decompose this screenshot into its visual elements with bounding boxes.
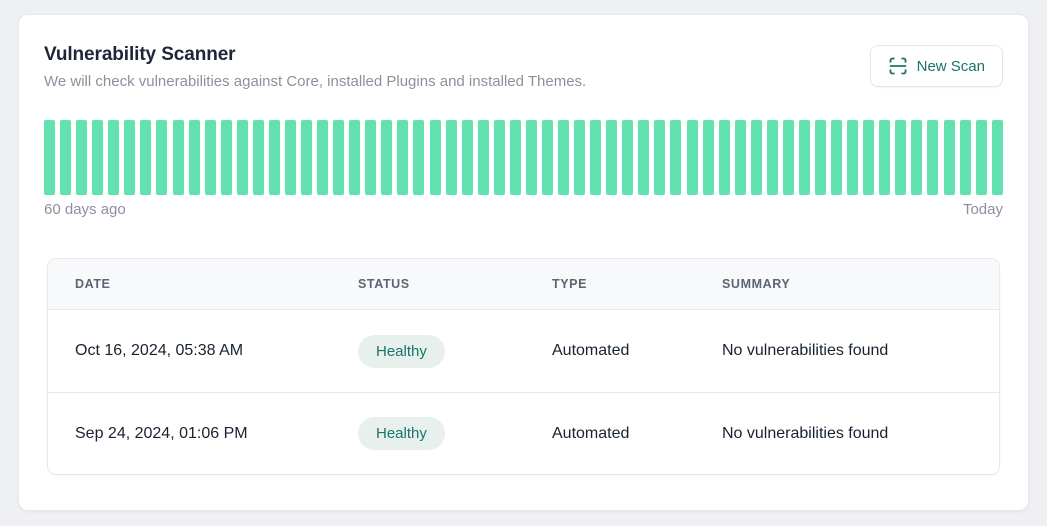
- timeline-bar: [124, 120, 136, 195]
- scan-date: Oct 16, 2024, 05:38 AM: [75, 342, 244, 359]
- timeline-bar: [509, 120, 521, 195]
- timeline-bar: [397, 120, 409, 195]
- timeline-bar: [670, 120, 682, 195]
- timeline-bar: [959, 120, 971, 195]
- timeline-labels: 60 days ago Today: [44, 201, 1003, 218]
- timeline-bar: [911, 120, 923, 195]
- timeline-bar: [541, 120, 553, 195]
- timeline-bar: [172, 120, 184, 195]
- column-header-summary: SUMMARY: [722, 277, 791, 291]
- scan-timeline-bars: [44, 120, 1003, 195]
- timeline-bar: [268, 120, 280, 195]
- card-header: Vulnerability Scanner We will check vuln…: [44, 44, 1003, 90]
- timeline-bar: [92, 120, 104, 195]
- scan-summary: No vulnerabilities found: [722, 342, 889, 359]
- header-text-block: Vulnerability Scanner We will check vuln…: [44, 44, 586, 90]
- timeline-bar: [333, 120, 345, 195]
- timeline-bar: [301, 120, 312, 195]
- timeline-bar: [44, 120, 55, 195]
- vulnerability-scanner-card: Vulnerability Scanner We will check vuln…: [18, 14, 1029, 511]
- timeline-bar: [461, 120, 473, 195]
- timeline-bar: [365, 120, 377, 195]
- new-scan-button[interactable]: New Scan: [869, 45, 1003, 87]
- timeline-bar: [686, 120, 698, 195]
- timeline-bar: [76, 120, 88, 195]
- timeline-bar: [493, 120, 505, 195]
- timeline-bar: [638, 120, 650, 195]
- page-title: Vulnerability Scanner: [44, 44, 236, 65]
- timeline-bar: [558, 120, 569, 195]
- timeline-bar: [236, 120, 248, 195]
- timeline-bar: [879, 120, 891, 195]
- timeline-bar: [863, 120, 875, 195]
- new-scan-button-label: New Scan: [916, 57, 985, 75]
- column-header-status: STATUS: [358, 277, 410, 291]
- timeline-bar: [766, 120, 778, 195]
- timeline-bar: [895, 120, 907, 195]
- timeline-bar: [252, 120, 264, 195]
- timeline-bar: [847, 120, 859, 195]
- timeline-bar: [525, 120, 537, 195]
- timeline-bar: [220, 120, 232, 195]
- timeline-end-label: Today: [962, 201, 1003, 218]
- status-cell: Healthy: [358, 417, 445, 450]
- timeline-bar: [815, 120, 826, 195]
- table-row: Sep 24, 2024, 01:06 PM Healthy Automated…: [48, 392, 999, 474]
- timeline-bar: [798, 120, 810, 195]
- timeline-bar: [574, 120, 586, 195]
- timeline-bar: [622, 120, 634, 195]
- status-cell: Healthy: [358, 334, 445, 368]
- timeline-bar: [445, 120, 457, 195]
- timeline-bar: [975, 120, 987, 195]
- timeline-bar: [718, 120, 730, 195]
- timeline-bar: [413, 120, 425, 195]
- timeline-bar: [750, 120, 762, 195]
- timeline-bar: [702, 120, 714, 195]
- column-header-type: TYPE: [552, 277, 588, 291]
- timeline-bar: [606, 120, 618, 195]
- column-header-date: DATE: [75, 277, 111, 291]
- scan-type: Automated: [552, 424, 630, 442]
- timeline-bar: [654, 120, 666, 195]
- timeline-bar: [156, 120, 168, 195]
- timeline-bar: [317, 120, 329, 195]
- status-badge: Healthy: [358, 417, 445, 450]
- scan-date: Sep 24, 2024, 01:06 PM: [75, 424, 248, 442]
- status-badge: Healthy: [358, 334, 445, 368]
- timeline-bar: [188, 120, 200, 195]
- timeline-bar: [204, 120, 216, 195]
- scan-icon: [888, 56, 908, 76]
- timeline-bar: [60, 120, 72, 195]
- timeline-bar: [477, 120, 489, 195]
- timeline-start-label: 60 days ago: [44, 201, 126, 218]
- table-header-row: DATE STATUS TYPE SUMMARY: [48, 259, 999, 310]
- table-row: Oct 16, 2024, 05:38 AM Healthy Automated…: [48, 310, 999, 392]
- timeline-bar: [349, 120, 361, 195]
- timeline-bar: [590, 120, 602, 195]
- scan-summary: No vulnerabilities found: [722, 424, 889, 442]
- timeline-bar: [108, 120, 120, 195]
- page-subtitle: We will check vulnerabilities against Co…: [44, 73, 587, 90]
- timeline-bar: [991, 120, 1003, 195]
- timeline-bar: [831, 120, 843, 195]
- scan-type: Automated: [552, 342, 630, 359]
- timeline-bar: [140, 120, 152, 195]
- timeline-bar: [429, 120, 441, 195]
- timeline-bar: [927, 120, 939, 195]
- timeline-bar: [943, 120, 955, 195]
- timeline-bar: [284, 120, 296, 195]
- timeline-bar: [782, 120, 794, 195]
- timeline-bar: [381, 120, 393, 195]
- timeline-bar: [734, 120, 746, 195]
- scan-timeline: 60 days ago Today: [44, 120, 1003, 218]
- scan-history-table: DATE STATUS TYPE SUMMARY Oct 16, 2024, 0…: [47, 258, 1000, 475]
